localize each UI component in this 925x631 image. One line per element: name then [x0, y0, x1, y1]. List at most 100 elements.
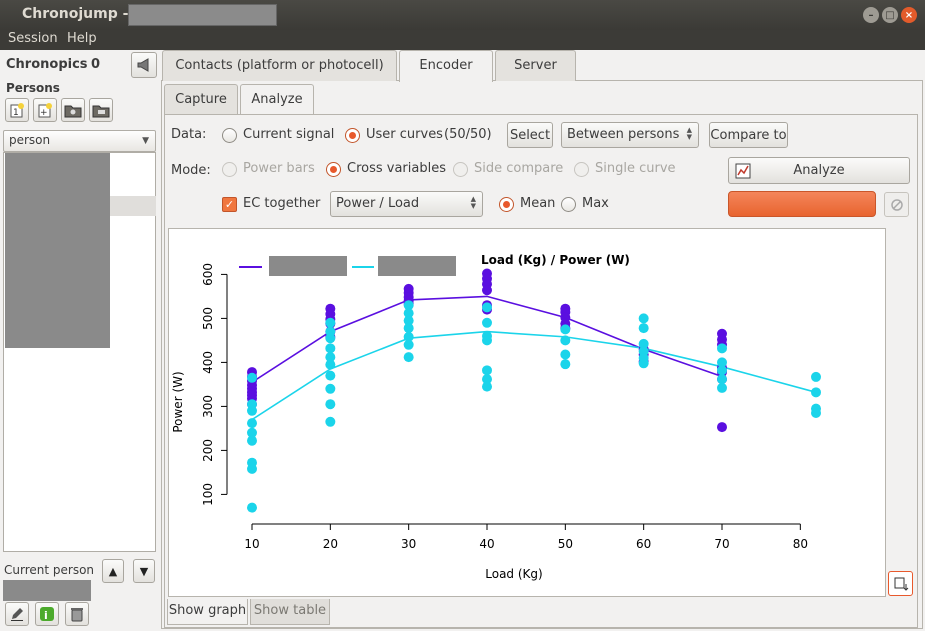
- data-point-series-2: [638, 338, 649, 349]
- single-curve-radio[interactable]: [574, 162, 589, 177]
- chart-icon: [735, 163, 751, 179]
- analyze-progress-bar: [728, 191, 876, 217]
- max-label[interactable]: Max: [582, 196, 609, 211]
- tab-encoder[interactable]: Encoder: [399, 50, 493, 82]
- data-point-series-2: [325, 343, 336, 354]
- data-point-series-2: [811, 408, 821, 418]
- mean-label[interactable]: Mean: [520, 196, 556, 211]
- svg-text:+: +: [40, 108, 48, 118]
- previous-person-button[interactable]: ▲: [102, 559, 124, 583]
- close-button[interactable]: ×: [901, 7, 917, 23]
- add-multiple-persons-button[interactable]: +: [33, 98, 57, 122]
- user-curves-label[interactable]: User curves: [366, 127, 443, 142]
- x-tick-label: 10: [244, 537, 259, 551]
- menu-session[interactable]: Session: [8, 31, 58, 46]
- power-bars-label[interactable]: Power bars: [243, 161, 315, 176]
- compare-to-button[interactable]: Compare to: [709, 122, 788, 148]
- analyze-button-label: Analyze: [793, 163, 845, 178]
- megaphone-icon: [137, 58, 149, 72]
- selected-person-row[interactable]: [110, 196, 156, 216]
- ec-together-checkbox[interactable]: ✓: [222, 197, 237, 212]
- person-info-button[interactable]: i: [35, 602, 59, 626]
- add-person-icon: 1: [10, 103, 24, 118]
- data-point-series-2: [482, 335, 492, 346]
- max-radio[interactable]: [561, 197, 576, 212]
- cross-variables-radio[interactable]: [326, 162, 341, 177]
- info-icon: i: [40, 607, 54, 622]
- person-combo[interactable]: person ▼: [3, 130, 156, 152]
- data-point-series-2: [717, 365, 727, 376]
- tab-show-graph[interactable]: Show graph: [167, 599, 248, 625]
- y-tick-label: 100: [201, 483, 215, 506]
- user-curves-radio[interactable]: [345, 128, 360, 143]
- y-tick-label: 400: [201, 351, 215, 374]
- cross-variables-label[interactable]: Cross variables: [347, 161, 446, 176]
- x-tick-label: 30: [401, 537, 416, 551]
- select-button[interactable]: Select: [507, 122, 553, 148]
- analyze-frame: [164, 114, 918, 628]
- variables-combo[interactable]: Power / Load ▲ ▼: [330, 191, 483, 217]
- y-axis-label: Power (W): [171, 371, 185, 432]
- save-graph-button[interactable]: [888, 571, 913, 596]
- folder-persons-icon: [92, 105, 110, 118]
- y-tick-label: 500: [201, 307, 215, 330]
- tab-capture[interactable]: Capture: [164, 84, 238, 114]
- data-point-series-2: [717, 357, 727, 368]
- svg-text:1: 1: [13, 108, 19, 118]
- x-tick-label: 20: [323, 537, 338, 551]
- trash-icon: [71, 608, 83, 622]
- person-list[interactable]: [3, 152, 156, 552]
- data-point-series-2: [717, 382, 727, 393]
- edit-person-button[interactable]: [5, 602, 29, 626]
- chronopics-label: Chronopics: [6, 57, 88, 72]
- data-point-series-2: [325, 352, 336, 363]
- y-tick-label: 600: [201, 263, 215, 286]
- tab-show-table[interactable]: Show table: [250, 599, 330, 625]
- single-curve-label[interactable]: Single curve: [595, 161, 676, 176]
- data-point-series-2: [482, 374, 492, 385]
- mean-radio[interactable]: [499, 197, 514, 212]
- save-image-icon: [894, 577, 908, 591]
- data-point-series-2: [403, 339, 414, 350]
- next-person-button[interactable]: ▼: [133, 559, 155, 583]
- x-tick-label: 50: [558, 537, 573, 551]
- data-point-series-2: [482, 317, 492, 328]
- chevron-down-icon: ▼: [142, 136, 149, 146]
- arrow-up-icon: ▲: [108, 564, 118, 578]
- data-point-series-2: [560, 349, 571, 360]
- data-point-series-2: [325, 359, 336, 370]
- power-bars-radio[interactable]: [222, 162, 237, 177]
- add-person-button[interactable]: 1: [5, 98, 29, 122]
- data-point-series-2: [482, 365, 492, 376]
- between-combo-value: Between persons: [567, 127, 680, 142]
- ec-together-label[interactable]: EC together: [243, 196, 321, 211]
- load-persons-button[interactable]: [89, 98, 113, 122]
- minimize-button[interactable]: –: [863, 7, 879, 23]
- tab-analyze[interactable]: Analyze: [240, 84, 314, 114]
- side-compare-radio[interactable]: [453, 162, 468, 177]
- data-point-series-2: [403, 352, 414, 363]
- side-compare-label[interactable]: Side compare: [474, 161, 564, 176]
- chronopics-button[interactable]: [131, 52, 157, 78]
- data-point-series-2: [325, 370, 336, 381]
- tab-contacts[interactable]: Contacts (platform or photocell): [162, 50, 397, 81]
- data-point-series-2: [403, 331, 414, 342]
- data-point-series-2: [560, 359, 571, 370]
- data-point-series-2: [638, 323, 649, 334]
- cancel-analyze-button[interactable]: [884, 192, 909, 217]
- load-person-button[interactable]: [61, 98, 85, 122]
- x-tick-label: 70: [714, 537, 729, 551]
- menu-help[interactable]: Help: [67, 31, 97, 46]
- tab-server[interactable]: Server: [495, 50, 576, 81]
- current-signal-label[interactable]: Current signal: [243, 127, 335, 142]
- svg-text:i: i: [44, 609, 48, 622]
- y-tick-label: 300: [201, 395, 215, 418]
- data-point-series-2: [717, 343, 727, 354]
- between-combo[interactable]: Between persons ▲ ▼: [561, 122, 699, 148]
- cross-variables-chart: Load (Kg) / Power (W) Load (Kg) Power (W…: [171, 253, 821, 581]
- maximize-button[interactable]: □: [882, 7, 898, 23]
- delete-person-button[interactable]: [65, 602, 89, 626]
- graph-side-panel: [886, 228, 915, 597]
- current-signal-radio[interactable]: [222, 128, 237, 143]
- analyze-button[interactable]: Analyze: [728, 157, 910, 184]
